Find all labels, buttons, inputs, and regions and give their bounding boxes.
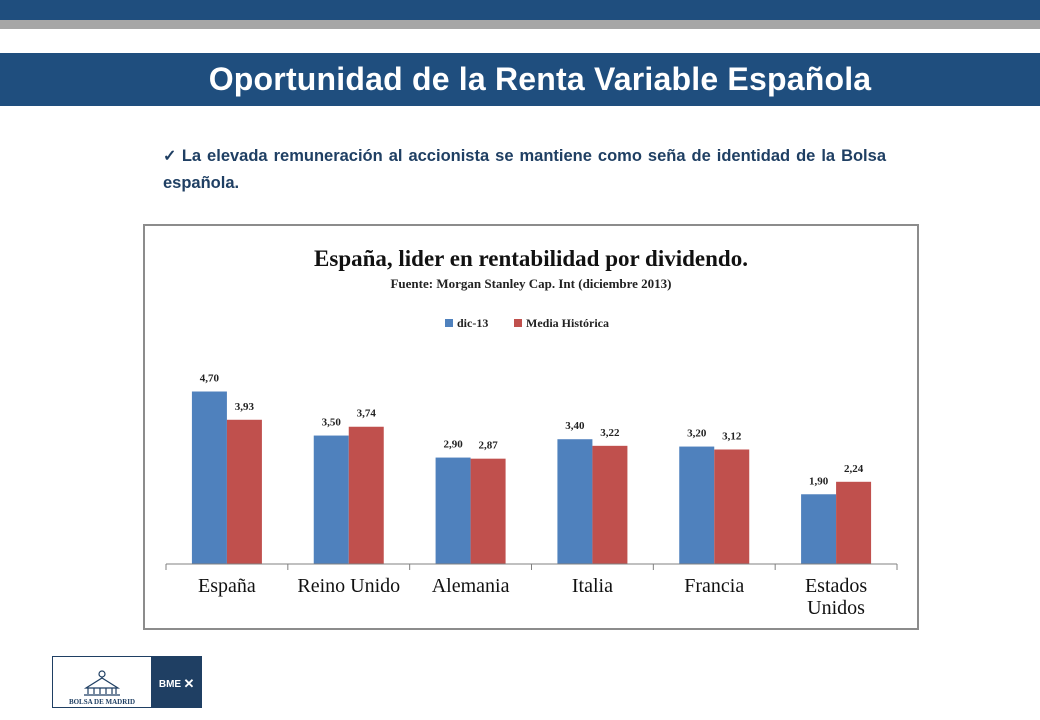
chart-frame: España, lider en rentabilidad por divide… <box>143 224 919 630</box>
bullet-point: ✓ La elevada remuneración al accionista s… <box>163 143 886 196</box>
bar-dic-13 <box>191 391 227 564</box>
category-label: Italia <box>572 575 613 597</box>
legend-swatch <box>445 319 453 327</box>
data-label: 3,20 <box>687 428 707 440</box>
bar-dic-13 <box>435 457 471 564</box>
chart-x-axis: España Reino Unido Alemania Italia Francia Es… <box>165 563 898 619</box>
bullet-text: La elevada remuneración al accionista se… <box>163 147 886 192</box>
bar-media-historica <box>714 449 750 564</box>
data-label: 2,87 <box>478 440 498 452</box>
building-icon <box>83 670 121 696</box>
logo-badge: BME <box>159 679 182 690</box>
data-label: 3,12 <box>722 430 742 442</box>
legend-label: Media Histórica <box>526 316 609 330</box>
page-title: Oportunidad de la Renta Variable Español… <box>208 61 872 97</box>
data-label: 3,22 <box>600 427 620 439</box>
data-label: 4,70 <box>200 373 220 385</box>
checkmark-icon: ✓ <box>163 148 178 165</box>
bar-media-historica <box>226 419 262 564</box>
legend-swatch <box>514 319 522 327</box>
top-bar <box>0 0 1040 20</box>
data-label: 2,24 <box>844 463 864 475</box>
bar-media-historica <box>592 445 628 564</box>
chart-bars: 4,70 3,93 3,50 3,74 2,90 2,87 3,40 3,22 3,20 3,12… <box>191 373 872 564</box>
logo-x-icon: ✕ <box>184 676 195 691</box>
chart-title: España, lider en rentabilidad por divide… <box>314 246 748 271</box>
data-label: 3,50 <box>322 417 342 429</box>
top-stripe <box>0 20 1040 29</box>
data-label: 1,90 <box>809 475 829 487</box>
bar-media-historica <box>836 481 872 564</box>
logo-text-main: BOLSA DE MADRID <box>69 698 135 706</box>
category-label: Reino Unido <box>297 575 400 597</box>
category-label: Estados <box>805 575 867 597</box>
data-label: 3,93 <box>235 401 255 413</box>
bar-media-historica <box>470 458 506 564</box>
category-label: España <box>198 575 256 597</box>
data-label: 3,74 <box>357 408 377 420</box>
data-label: 3,40 <box>565 420 585 432</box>
legend-label: dic-13 <box>457 316 488 330</box>
category-label: Francia <box>684 575 744 597</box>
bar-dic-13 <box>313 435 349 564</box>
category-label: Unidos <box>807 597 865 619</box>
chart-legend: dic-13 Media Histórica <box>445 316 609 330</box>
bolsa-de-madrid-logo: BOLSA DE MADRID BME ✕ <box>52 656 202 708</box>
bar-media-historica <box>348 426 384 564</box>
data-label: 2,90 <box>443 439 463 451</box>
chart-subtitle: Fuente: Morgan Stanley Cap. Int (diciemb… <box>390 276 671 291</box>
bar-dic-13 <box>801 494 837 564</box>
dividend-chart: España, lider en rentabilidad por divide… <box>165 246 898 619</box>
category-label: Alemania <box>432 575 510 597</box>
bar-dic-13 <box>679 446 715 564</box>
bar-dic-13 <box>557 439 593 564</box>
title-band: Oportunidad de la Renta Variable Español… <box>0 53 1040 106</box>
